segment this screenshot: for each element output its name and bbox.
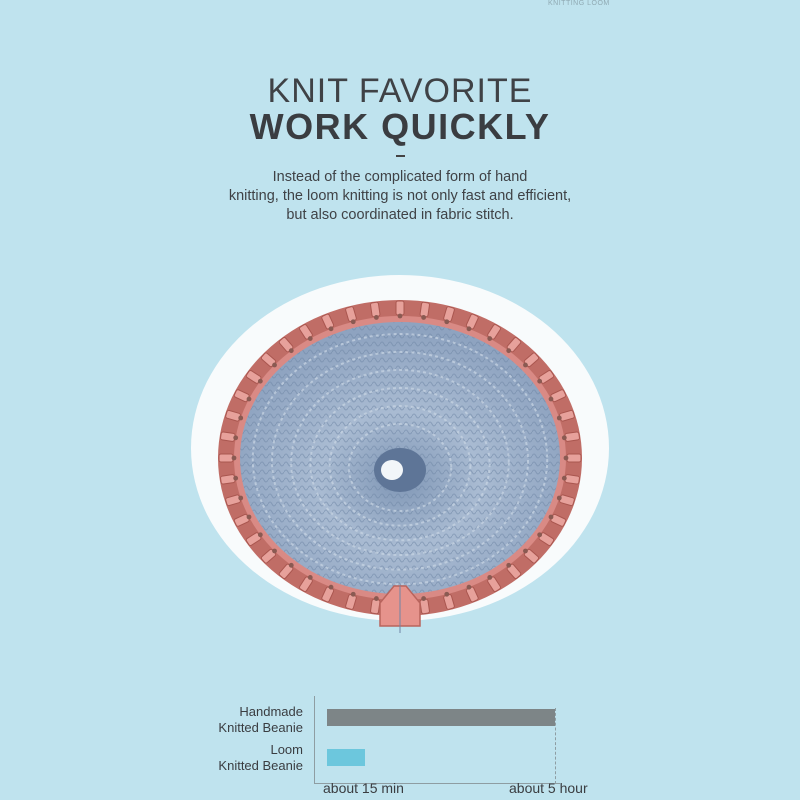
loom-peg xyxy=(419,598,430,615)
description: Instead of the complicated form of hand … xyxy=(0,168,800,225)
loom-peg-bead xyxy=(548,514,554,520)
loom-peg-bead xyxy=(288,348,294,354)
loom-peg-bead xyxy=(563,455,569,461)
loom-peg-bead xyxy=(444,319,450,325)
category-label-line: Handmade xyxy=(239,704,303,719)
loom-peg xyxy=(218,453,234,463)
loom-peg-bead xyxy=(288,562,294,568)
loom-peg xyxy=(564,474,580,485)
yarn-ridge xyxy=(290,368,510,556)
loom-peg-bead xyxy=(350,591,356,597)
loom-peg-bead xyxy=(272,548,277,554)
loom-peg xyxy=(370,598,381,615)
description-line: knitting, the loom knitting is not only … xyxy=(228,188,572,204)
subheadline: WORK QUICKLY xyxy=(249,106,551,147)
loom-peg-bead xyxy=(238,415,244,421)
loom-peg-bead xyxy=(556,415,562,421)
x-tick-label: about 15 min xyxy=(323,780,404,796)
category-label-line: Knitted Beanie xyxy=(218,758,303,773)
loom-peg-bead xyxy=(272,362,277,368)
watermark-text: KNITTING LOOM xyxy=(548,0,610,7)
loom-peg-bead xyxy=(561,475,567,481)
category-label-line: Loom xyxy=(270,742,303,757)
loom-peg xyxy=(220,474,236,485)
loom-pegs xyxy=(218,300,582,616)
loom-peg-bead xyxy=(373,596,379,601)
loom-peg-bead xyxy=(233,475,239,481)
loom-peg-bead xyxy=(257,532,263,538)
yarn-ridge xyxy=(271,351,529,571)
loom-peg-bead xyxy=(466,326,472,332)
loom-peg-bead xyxy=(307,336,313,341)
category-label-loom: Loom Knitted Beanie xyxy=(205,742,303,774)
loom-peg-bead xyxy=(523,362,528,368)
x-tick-label: about 5 hour xyxy=(509,780,588,796)
loom-peg-bead xyxy=(487,575,493,580)
loom-peg-bead xyxy=(373,315,379,320)
description-line: Instead of the complicated form of hand xyxy=(272,169,528,185)
loom-peg-bead xyxy=(421,315,427,320)
loom-peg-bead xyxy=(328,326,334,332)
loom-peg-bead xyxy=(556,495,562,501)
loom-peg-bead xyxy=(506,348,512,354)
time-comparison-chart: Handmade Knitted Beanie Loom Knitted Bea… xyxy=(0,690,800,800)
loom-peg xyxy=(564,431,580,442)
yarn-ridges xyxy=(251,332,549,586)
loom-peg-bead xyxy=(523,548,528,554)
loom-peg xyxy=(220,431,236,442)
loom-peg-bead xyxy=(350,319,356,325)
loom-peg xyxy=(566,453,582,463)
loom-peg-bead xyxy=(537,532,543,538)
loom-peg-bead xyxy=(548,396,554,402)
knitting-loom-image xyxy=(191,275,609,633)
loom-peg xyxy=(419,301,430,318)
yarn-ridge xyxy=(251,332,549,586)
loom-peg-bead xyxy=(231,455,237,461)
y-axis-line xyxy=(314,696,315,784)
category-label-line: Knitted Beanie xyxy=(218,720,303,735)
loom-peg-bead xyxy=(444,591,450,597)
loom-peg-bead xyxy=(506,562,512,568)
loom-peg-bead xyxy=(466,584,472,590)
yarn-ridge xyxy=(328,405,472,527)
yarn-ridge xyxy=(309,387,491,542)
loom-peg-bead xyxy=(257,378,263,384)
max-guide-line xyxy=(555,708,556,784)
headline: KNIT FAVORITE xyxy=(267,72,533,110)
loom-peg-bead xyxy=(246,514,252,520)
loom-peg-bead xyxy=(487,336,493,341)
category-label-handmade: Handmade Knitted Beanie xyxy=(205,704,303,736)
loom-peg-bead xyxy=(307,575,313,580)
description-line: but also coordinated in fabric stitch. xyxy=(286,207,514,223)
loom-peg-bead xyxy=(421,596,427,601)
loom-peg-bead xyxy=(328,584,334,590)
loom-peg-bead xyxy=(233,435,239,441)
loom-peg-bead xyxy=(397,313,403,319)
loom-peg xyxy=(370,301,381,318)
loom-peg-bead xyxy=(537,378,543,384)
title-divider xyxy=(396,155,405,157)
center-hole xyxy=(381,460,403,480)
bar-loom xyxy=(327,749,365,766)
loom-peg-bead xyxy=(238,495,244,501)
loom-peg-bead xyxy=(561,435,567,441)
x-axis-line xyxy=(314,783,560,784)
loom-peg-bead xyxy=(246,396,252,402)
bar-handmade xyxy=(327,709,555,726)
loom-peg xyxy=(395,300,405,316)
